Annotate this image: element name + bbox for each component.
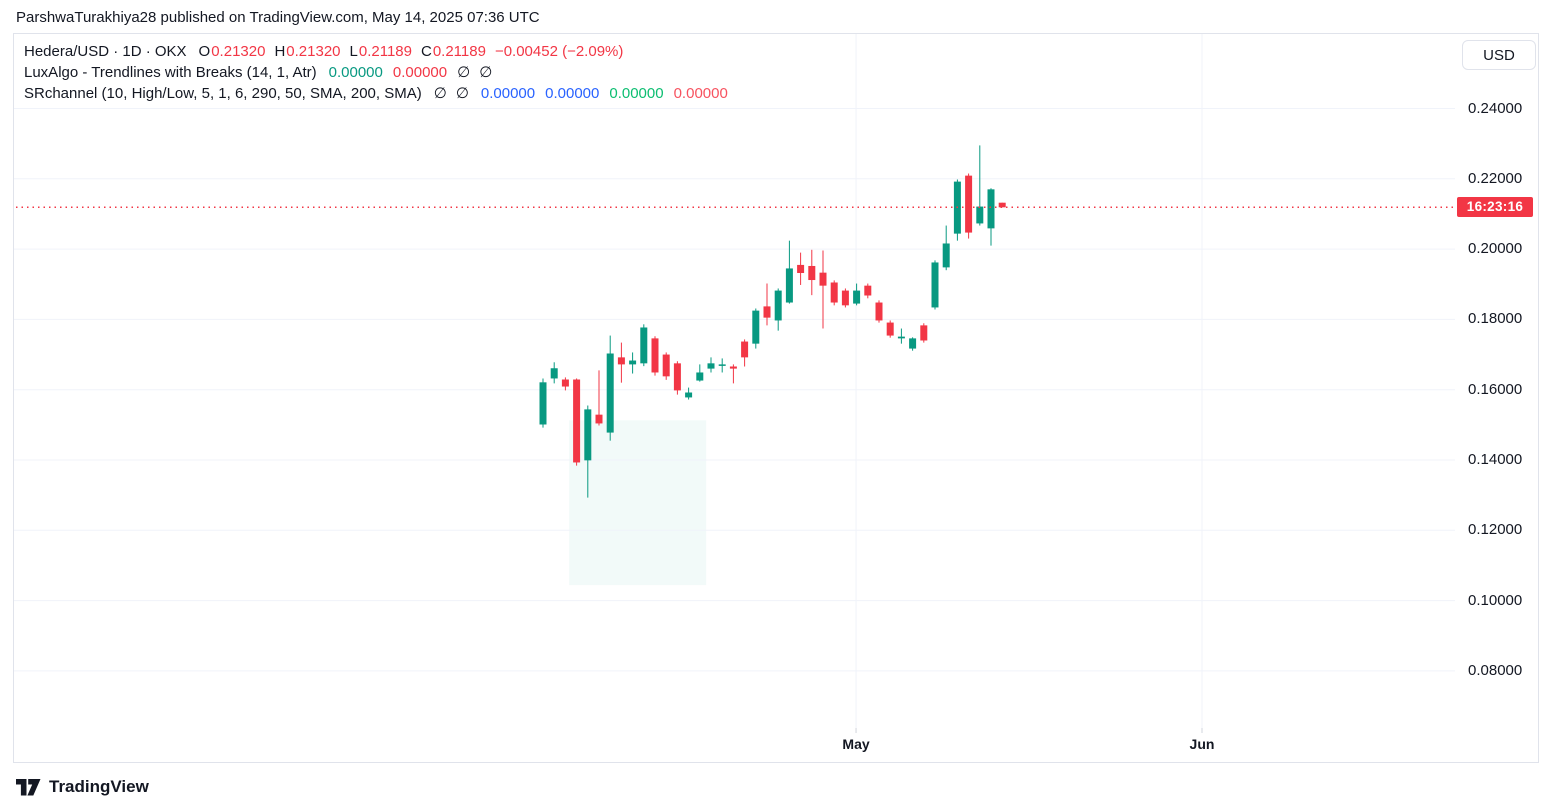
chart-widget: Hedera/USD · 1D · OKX O0.21320 H0.21320 L0.… [13, 33, 1539, 763]
candle [830, 280, 838, 306]
legend-part: L [349, 43, 358, 60]
gridlines [14, 34, 1455, 733]
candle [561, 377, 569, 391]
candle [841, 288, 849, 308]
candle [729, 364, 737, 384]
price-tick-label: 0.12000 [1468, 521, 1523, 539]
candle [741, 339, 749, 367]
candle [987, 188, 995, 246]
price-tick-label: 0.20000 [1468, 240, 1523, 258]
candle [606, 335, 614, 441]
candle [685, 387, 693, 400]
candle [998, 202, 1006, 208]
candle [573, 378, 581, 466]
candle [853, 283, 861, 306]
legend-part: 0.00000 [673, 85, 728, 102]
candle [707, 357, 715, 373]
legend-part: 0.00000 [328, 64, 383, 81]
legend-part: 0.21189 [358, 43, 412, 60]
price-tick-label: 0.16000 [1468, 380, 1523, 398]
candle [897, 328, 905, 344]
candle [752, 308, 760, 349]
candle [550, 362, 558, 384]
currency-toggle-button[interactable]: USD [1462, 40, 1536, 70]
candle [864, 283, 872, 299]
candle [673, 361, 681, 395]
price-tick-label: 0.14000 [1468, 451, 1523, 468]
price-tick-label: 0.18000 [1468, 310, 1523, 328]
candle [785, 240, 793, 304]
candle [909, 337, 917, 351]
chart-plot-area[interactable] [14, 34, 1538, 762]
candle [953, 179, 961, 241]
candle [629, 352, 637, 374]
legend-part: ∅ [455, 85, 469, 102]
candle [651, 336, 659, 376]
price-tick-label: 0.24000 [1468, 99, 1523, 117]
symbol-legend-row[interactable]: Hedera/USD · 1D · OKX O0.21320 H0.21320 L0.… [24, 41, 728, 62]
candle [965, 173, 973, 239]
candle [976, 145, 984, 226]
legend-part: ∅ [457, 64, 471, 81]
legend-part: C [420, 43, 432, 60]
legend-part: ∅ [433, 85, 447, 102]
sr-channel-zone [569, 420, 707, 586]
legend: Hedera/USD · 1D · OKX O0.21320 H0.21320 L0.… [24, 41, 728, 104]
candle [595, 370, 603, 426]
candle [774, 288, 782, 331]
legend-part: 0.00000 [392, 64, 448, 81]
candle [763, 283, 771, 326]
candle [662, 352, 670, 380]
legend-part: 0.00000 [480, 85, 536, 102]
tradingview-logo[interactable]: TradingView [16, 777, 149, 797]
price-tick-label: 0.22000 [1468, 169, 1523, 187]
luxalgo-legend-row[interactable]: LuxAlgo - Trendlines with Breaks (14, 1,… [24, 62, 728, 83]
legend-part: 0.00000 [545, 85, 600, 102]
candle [808, 249, 816, 296]
candle [539, 378, 547, 428]
candle [696, 364, 704, 382]
legend-part: O [198, 43, 211, 60]
legend-part: H [274, 43, 286, 60]
footer: TradingView [16, 777, 149, 797]
candlestick-series [539, 145, 1006, 498]
candle [640, 324, 648, 367]
candle [931, 260, 939, 310]
legend-part: 0.21189 [432, 43, 486, 60]
legend-part: SRchannel (10, High/Low, 5, 1, 6, 290, 5… [24, 85, 422, 102]
price-axis[interactable]: USD 0.24000 0.22000 0.20000 0.18000 0.16000 0… [1455, 34, 1538, 762]
candle [942, 225, 950, 271]
candle [819, 250, 827, 329]
time-axis[interactable]: May Jun [14, 728, 1455, 762]
candle [875, 300, 883, 323]
candle [584, 405, 592, 498]
time-tick-label: May [842, 736, 870, 752]
candle [886, 320, 894, 338]
legend-part: −0.00452 (−2.09%) [494, 43, 624, 60]
legend-part: LuxAlgo - Trendlines with Breaks (14, 1,… [24, 64, 317, 81]
bar-countdown-badge: 16:23:16 [1457, 197, 1533, 218]
legend-part: 0.00000 [609, 85, 664, 102]
tradingview-logo-icon [16, 778, 41, 795]
candle [797, 252, 805, 285]
candle [718, 358, 726, 373]
tradingview-logo-text: TradingView [49, 777, 149, 796]
candle [617, 342, 625, 383]
legend-part: 0.21320 [211, 43, 266, 60]
price-tick-label: 0.08000 [1468, 661, 1523, 679]
legend-part: 0.21320 [286, 43, 341, 60]
srchannel-legend-row[interactable]: SRchannel (10, High/Low, 5, 1, 6, 290, 5… [24, 83, 728, 104]
attribution-text: ParshwaTurakhiya28 published on TradingV… [16, 9, 540, 26]
price-tick-label: 0.10000 [1468, 591, 1523, 609]
legend-part: ∅ [479, 64, 493, 81]
legend-part: Hedera/USD · 1D · OKX [24, 43, 187, 60]
candle [920, 323, 928, 343]
time-tick-label: Jun [1189, 736, 1215, 752]
